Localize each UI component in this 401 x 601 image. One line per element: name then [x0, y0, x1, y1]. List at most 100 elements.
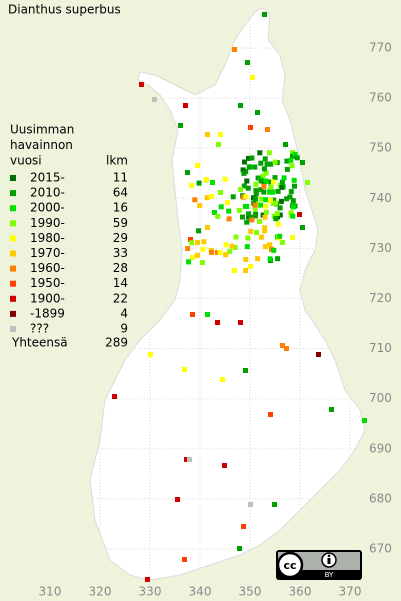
observation: [152, 97, 157, 102]
legend-swatch: [10, 295, 16, 302]
observation: [215, 250, 220, 255]
observation: [248, 228, 254, 234]
x-tick-label: 320: [89, 585, 112, 599]
observation: [257, 150, 263, 156]
legend-label: 1900-: [30, 291, 65, 305]
observation: [281, 175, 287, 181]
observation: [261, 189, 267, 195]
observation: [283, 142, 288, 147]
observation: [267, 242, 273, 248]
observation: [258, 202, 264, 208]
observation: [255, 256, 261, 262]
observation: [271, 247, 277, 253]
observation: [275, 256, 281, 262]
observation: [263, 197, 269, 203]
observation: [139, 82, 144, 87]
legend-label: 2010-: [30, 186, 65, 200]
observation: [238, 320, 243, 325]
observation: [187, 457, 192, 462]
legend-label: -1899: [30, 306, 65, 320]
observation: [218, 204, 224, 210]
observation: [250, 75, 255, 80]
observation: [263, 170, 269, 176]
observation: [262, 244, 268, 250]
observation: [252, 164, 258, 170]
observation: [290, 235, 295, 240]
by-head: [327, 554, 331, 558]
observation: [288, 157, 294, 163]
observation: [229, 243, 235, 249]
legend-count: 29: [113, 231, 128, 245]
observation: [196, 180, 202, 186]
observation: [265, 127, 270, 132]
observation: [244, 244, 250, 250]
observation: [277, 212, 283, 218]
observation: [261, 183, 267, 189]
legend-swatch: [10, 205, 16, 212]
map-title: Dianthus superbus: [8, 3, 121, 17]
observation: [249, 217, 255, 223]
observation: [329, 407, 334, 412]
observation: [218, 132, 223, 137]
observation: [268, 161, 274, 167]
observation: [200, 260, 205, 265]
observation: [185, 170, 190, 175]
observation: [175, 497, 180, 502]
observation: [243, 268, 248, 273]
observation: [253, 181, 259, 187]
observation: [294, 155, 300, 161]
observation: [248, 214, 254, 220]
legend-swatch: [10, 220, 16, 227]
observation: [262, 12, 267, 17]
observation: [145, 577, 150, 582]
observation: [190, 312, 195, 317]
observation: [182, 367, 187, 372]
observation: [240, 214, 245, 220]
observation: [245, 185, 251, 191]
legend-count: 16: [113, 201, 128, 215]
legend-swatch: [10, 175, 16, 181]
observation: [208, 194, 214, 199]
observation: [268, 179, 273, 185]
observation: [275, 221, 281, 227]
observation: [305, 180, 310, 185]
observation: [226, 216, 232, 222]
observation: [182, 557, 187, 562]
observation: [205, 312, 210, 317]
observation: [362, 418, 367, 423]
observation: [241, 170, 247, 176]
legend-label: 1990-: [30, 216, 65, 230]
observation: [223, 252, 229, 258]
observation: [316, 352, 321, 357]
observation: [192, 197, 198, 203]
legend-count: 11: [113, 171, 128, 185]
legend-total-count: 289: [105, 336, 128, 350]
observation: [272, 502, 277, 507]
legend-count: 22: [113, 291, 128, 305]
legend-label: 2000-: [30, 201, 65, 215]
observation: [280, 343, 285, 348]
observation: [271, 197, 277, 203]
y-tick-label: 720: [369, 291, 392, 305]
observation: [230, 194, 236, 200]
observation: [204, 195, 210, 201]
observation: [232, 245, 238, 250]
legend-count: 28: [113, 261, 128, 275]
legend-label: ???: [30, 322, 49, 336]
x-tick-label: 330: [139, 585, 162, 599]
legend-swatch: [10, 235, 16, 242]
observation: [274, 211, 280, 217]
observation: [253, 188, 259, 194]
legend-heading: vuosi: [10, 154, 42, 168]
observation: [273, 216, 279, 222]
observation: [227, 249, 233, 255]
observation: [292, 151, 298, 157]
observation: [222, 463, 227, 468]
observation: [185, 246, 191, 251]
observation: [258, 234, 264, 240]
observation: [245, 235, 251, 241]
legend-label: 2015-: [30, 171, 65, 185]
legend-swatch: [10, 326, 16, 332]
x-tick-label: 310: [39, 585, 62, 599]
